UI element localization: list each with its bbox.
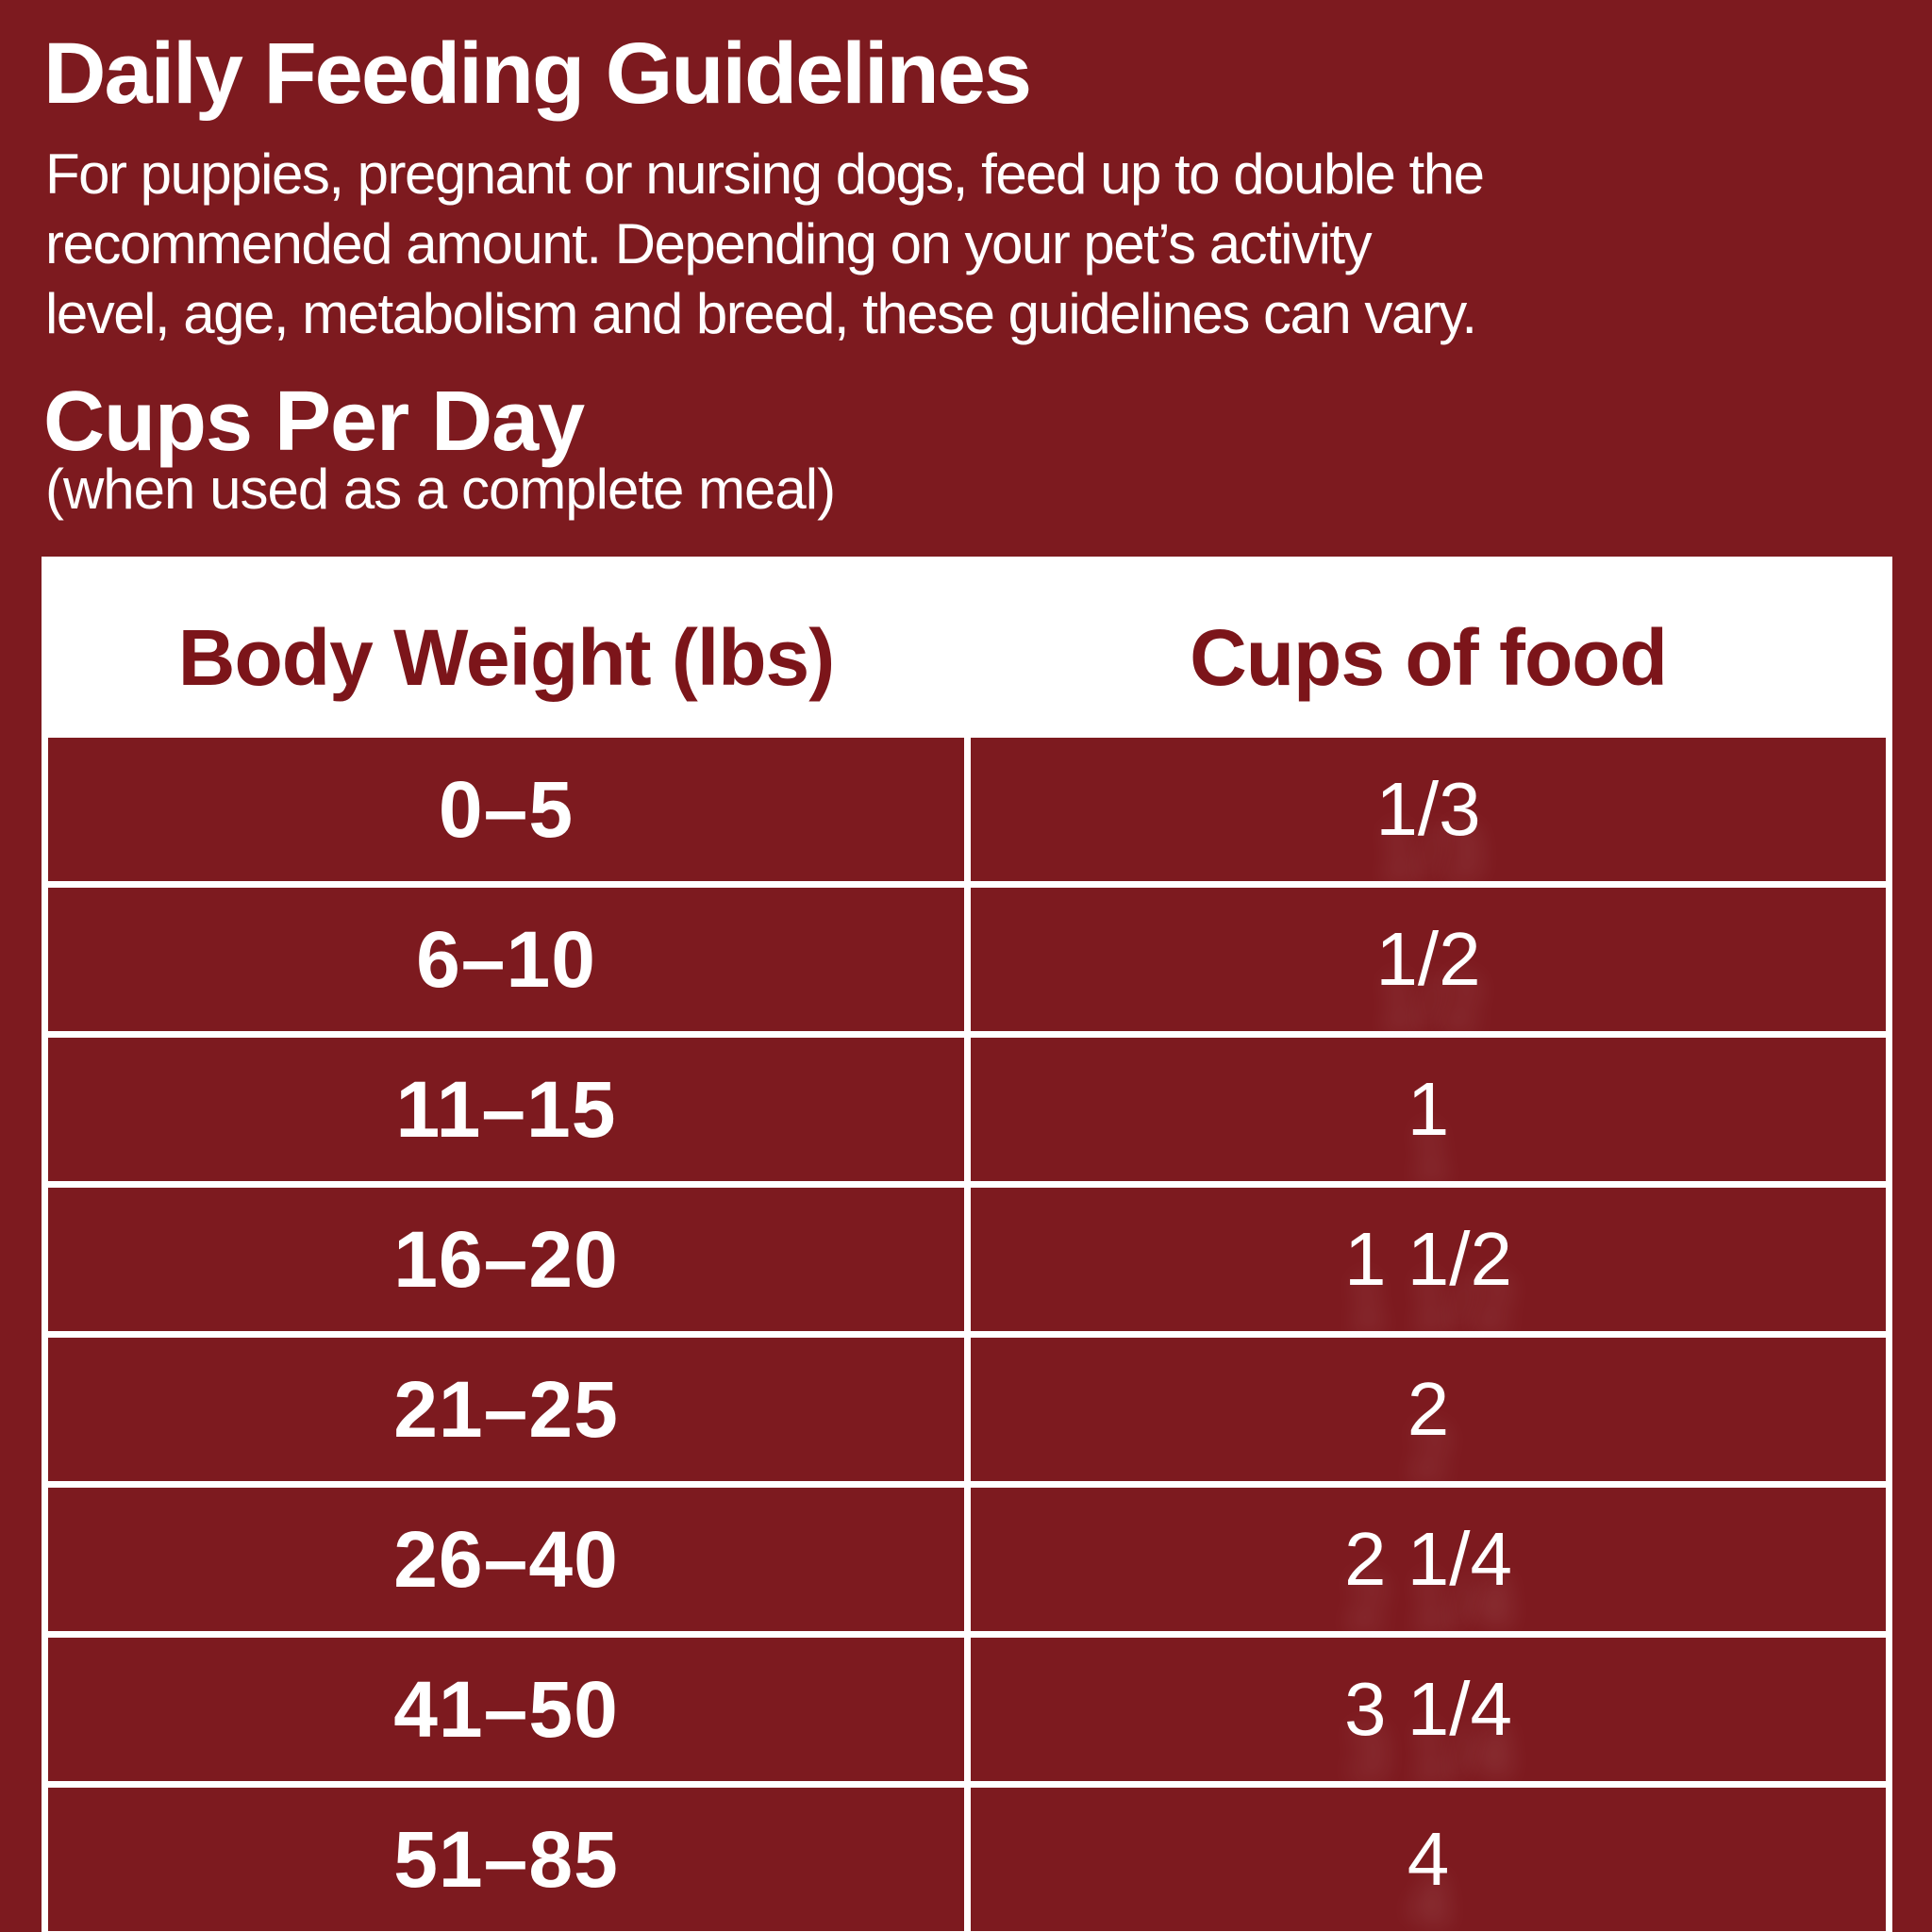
column-divider (964, 1788, 971, 1931)
table-body: 0–5 1/3 6–10 1/2 11–15 1 16–20 1 1/2 21–25 2 26–40… (48, 738, 1886, 1931)
body-weight-cell: 0–5 (48, 738, 964, 881)
cups-of-food-value: 1 (1407, 1067, 1450, 1151)
body-weight-value: 26–40 (393, 1514, 619, 1604)
cups-of-food-cell: 2 (971, 1338, 1886, 1481)
table-row: 41–50 3 1/4 (48, 1638, 1886, 1781)
column-divider (964, 1488, 971, 1631)
cups-of-food-value: 2 (1407, 1367, 1450, 1451)
cups-of-food-cell: 1 (971, 1038, 1886, 1181)
body-weight-value: 6–10 (416, 914, 596, 1004)
body-weight-cell: 41–50 (48, 1638, 964, 1781)
body-weight-value: 0–5 (438, 764, 575, 854)
complete-meal-note: (when used as a complete meal) (45, 458, 836, 521)
table-row: 6–10 1/2 (48, 888, 1886, 1031)
table-row: 16–20 1 1/2 (48, 1188, 1886, 1331)
cups-of-food-value: 3 1/4 (1344, 1667, 1512, 1751)
body-weight-cell: 11–15 (48, 1038, 964, 1181)
column-divider (964, 1638, 971, 1781)
body-weight-cell: 26–40 (48, 1488, 964, 1631)
body-weight-cell: 6–10 (48, 888, 964, 1031)
column-divider (964, 888, 971, 1031)
table-row: 51–85 4 (48, 1788, 1886, 1931)
column-header-cups-of-food: Cups of food (1190, 613, 1668, 702)
cups-per-day-heading: Cups Per Day (43, 375, 585, 469)
cups-of-food-value: 4 (1407, 1817, 1450, 1901)
table-row: 11–15 1 (48, 1038, 1886, 1181)
cups-of-food-cell: 1 1/2 (971, 1188, 1886, 1331)
body-weight-value: 51–85 (393, 1814, 619, 1904)
column-divider (964, 1038, 971, 1181)
column-divider (964, 738, 971, 881)
cups-of-food-cell: 1/3 (971, 738, 1886, 881)
table-row: 26–40 2 1/4 (48, 1488, 1886, 1631)
body-weight-value: 16–20 (393, 1214, 619, 1304)
cups-of-food-value: 1/3 (1375, 767, 1481, 851)
cups-of-food-value: 1/2 (1375, 917, 1481, 1001)
cups-of-food-cell: 1/2 (971, 888, 1886, 1031)
body-weight-cell: 16–20 (48, 1188, 964, 1331)
body-weight-value: 21–25 (393, 1364, 619, 1454)
column-divider (964, 1338, 971, 1481)
table-header-row: Body Weight (lbs) Cups of food (48, 557, 1886, 731)
cups-of-food-cell: 4 (971, 1788, 1886, 1931)
feeding-guidelines-table: Body Weight (lbs) Cups of food 0–5 1/3 6–1… (42, 557, 1892, 1932)
body-weight-cell: 21–25 (48, 1338, 964, 1481)
table-row: 21–25 2 (48, 1338, 1886, 1481)
table-row: 0–5 1/3 (48, 738, 1886, 881)
body-weight-cell: 51–85 (48, 1788, 964, 1931)
cups-of-food-cell: 2 1/4 (971, 1488, 1886, 1631)
page-title: Daily Feeding Guidelines (43, 25, 1032, 122)
body-weight-value: 11–15 (395, 1064, 617, 1154)
column-divider (964, 1188, 971, 1331)
body-weight-value: 41–50 (393, 1664, 619, 1754)
cups-of-food-value: 2 1/4 (1344, 1517, 1512, 1601)
cups-of-food-value: 1 1/2 (1344, 1217, 1512, 1301)
column-header-body-weight: Body Weight (lbs) (177, 613, 835, 702)
feeding-description: For puppies, pregnant or nursing dogs, f… (45, 142, 1485, 345)
cups-of-food-cell: 3 1/4 (971, 1638, 1886, 1781)
